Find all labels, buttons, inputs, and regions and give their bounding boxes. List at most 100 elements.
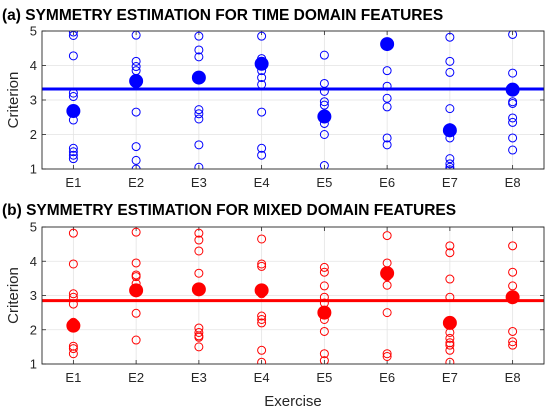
x-tick-label: E7 [442,370,458,385]
x-tick-label: E5 [316,370,332,385]
mean-point [191,282,206,297]
chart-title: (a) SYMMETRY ESTIMATION FOR TIME DOMAIN … [2,7,443,24]
mean-point [317,305,332,320]
data-point [319,100,329,110]
x-tick-label: E6 [379,175,395,190]
mean-point [254,56,269,71]
x-tick-label: E7 [442,175,458,190]
data-point [382,308,392,318]
y-tick-label: 5 [30,220,37,235]
data-point [382,140,392,150]
data-point [319,356,329,364]
chart-title: (b) SYMMETRY ESTIMATION FOR MIXED DOMAIN… [2,202,456,219]
data-point [68,289,78,299]
x-tick-label: E5 [316,175,332,190]
data-point [194,140,204,150]
data-point [131,227,141,237]
mean-point [254,283,269,298]
data-point [257,73,267,83]
data-point [319,130,329,139]
data-point [194,246,204,256]
data-point [68,154,78,164]
data-point [131,142,141,152]
data-point [508,241,518,251]
data-point [194,162,204,169]
y-tick-label: 2 [30,127,37,142]
data-point [131,335,141,345]
mean-point [442,315,457,330]
data-point [194,332,204,342]
data-point [382,231,392,241]
data-point [194,45,204,55]
data-point [319,161,329,169]
data-point [445,241,455,251]
data-point [445,357,455,364]
mean-point [129,74,144,89]
axes-box [41,30,545,170]
y-axis-label: Criterion [5,72,22,129]
data-point [257,311,267,321]
data-point [445,165,455,169]
mean-point [129,283,144,298]
data-point [131,308,141,318]
data-point [445,248,455,258]
data-point [508,281,518,291]
data-point [131,164,141,169]
data-point [257,234,267,244]
y-tick-label: 5 [30,24,37,39]
y-tick-label: 1 [30,162,37,177]
data-point [194,327,204,337]
data-point [319,281,329,291]
mean-point [505,82,520,97]
x-tick-label: E8 [505,370,521,385]
data-point [68,143,78,153]
y-tick-label: 2 [30,322,37,337]
data-point [68,349,78,359]
mean-point [191,70,206,85]
data-point [445,104,455,114]
data-point [445,32,455,42]
data-point [508,267,518,277]
data-point [194,342,204,352]
data-point [445,162,455,169]
data-point [319,267,329,277]
x-tick-label: E3 [191,370,207,385]
x-tick-label: E8 [505,175,521,190]
data-point [68,259,78,269]
data-point [382,351,392,361]
data-point [319,50,329,60]
mean-point [380,37,395,52]
x-tick-label: E4 [254,370,270,385]
data-point [508,31,518,39]
data-point [508,98,518,108]
data-point [68,228,78,238]
data-marks [42,227,544,364]
data-point [194,105,204,115]
mean-point [442,123,457,138]
data-point [319,97,329,107]
data-marks [42,31,544,169]
data-point [445,333,455,343]
data-point [68,92,78,102]
data-point [382,133,392,143]
y-tick-label: 3 [30,288,37,303]
data-point [445,67,455,77]
y-tick-label: 4 [30,58,37,73]
data-point [508,145,518,155]
data-point [508,337,518,347]
mean-point [317,109,332,124]
data-point [445,56,455,66]
data-point [257,143,267,153]
data-point [131,272,141,282]
data-point [319,86,329,96]
chart-panel-b: (b) SYMMETRY ESTIMATION FOR MIXED DOMAIN… [2,202,545,410]
data-point [257,345,267,355]
data-point [68,31,78,40]
mean-point [66,104,81,119]
x-tick-label: E4 [254,175,270,190]
data-point [508,68,518,78]
data-point [319,349,329,359]
data-point [257,357,267,364]
data-point [131,56,141,66]
axes-box [41,226,545,365]
